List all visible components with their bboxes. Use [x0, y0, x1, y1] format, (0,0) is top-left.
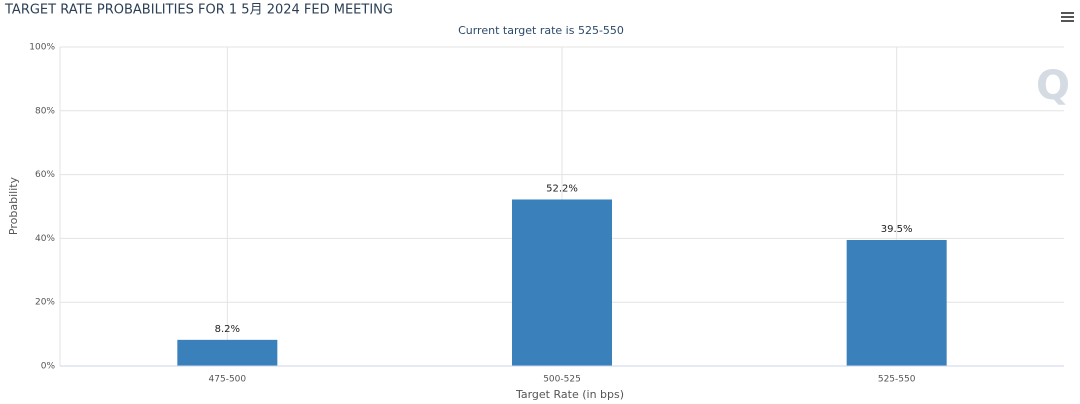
y-tick-label: 80% — [35, 106, 55, 116]
menu-bar — [1061, 12, 1074, 14]
value-label: 8.2% — [215, 324, 240, 335]
y-tick-label: 60% — [35, 170, 55, 180]
bar — [512, 199, 612, 366]
bar — [177, 339, 278, 366]
y-tick-label: 0% — [41, 362, 56, 372]
menu-bar — [1061, 16, 1074, 18]
menu-button[interactable] — [1061, 12, 1074, 22]
y-tick-label: 40% — [35, 234, 55, 244]
logo-letter: Q — [1036, 63, 1070, 109]
x-tick-label: 475-500 — [209, 375, 247, 385]
x-axis-title: Target Rate (in bps) — [515, 388, 624, 401]
x-tick-label: 525-550 — [878, 375, 916, 385]
menu-bar — [1061, 20, 1074, 22]
bar — [846, 239, 947, 366]
value-label: 52.2% — [546, 183, 578, 194]
chart-subtitle: Current target rate is 525-550 — [458, 24, 624, 37]
y-tick-label: 20% — [35, 298, 55, 308]
y-tick-label: 100% — [29, 43, 55, 53]
watermark-logo: Q — [1036, 63, 1070, 109]
value-label: 39.5% — [881, 224, 913, 235]
chart-title: TARGET RATE PROBABILITIES FOR 1 5月 2024 … — [4, 3, 393, 18]
x-tick-label: 500-525 — [543, 375, 581, 385]
y-axis-title: Probability — [7, 176, 20, 235]
